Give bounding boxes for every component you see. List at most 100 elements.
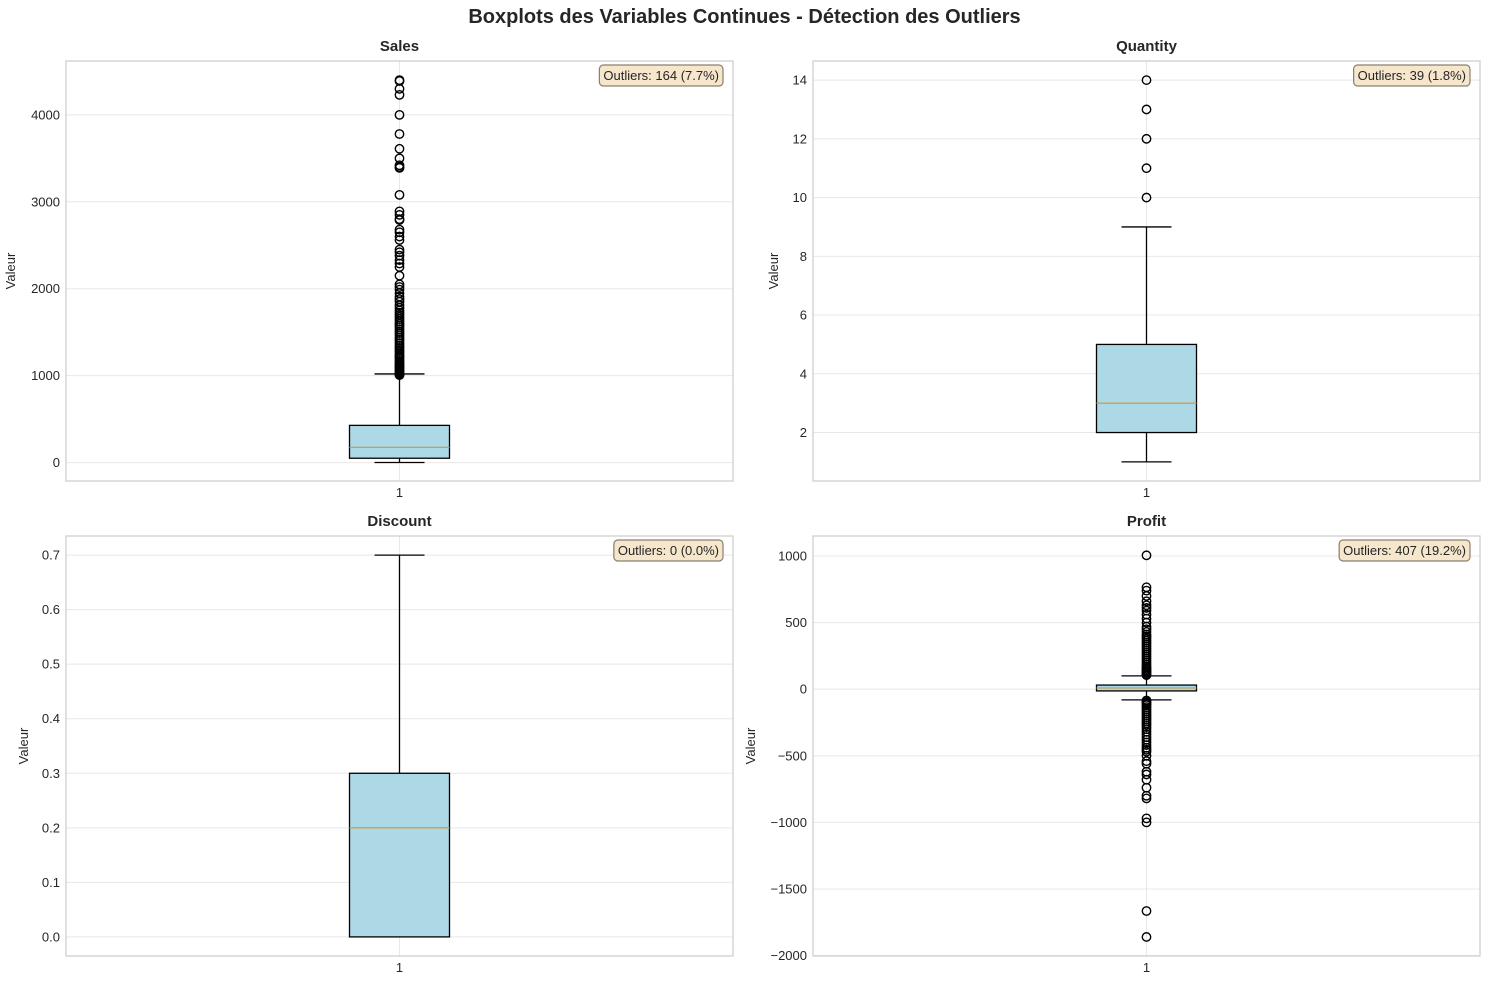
outlier-point [1141,550,1152,561]
y-tick-label: 0 [53,455,60,470]
subplot-title: Profit [1127,513,1166,530]
y-axis-label: Valeur [743,727,758,764]
outlier-point [394,291,405,302]
outlier-point [1141,817,1152,828]
annotation-box [613,539,724,562]
outlier-point [394,227,405,238]
y-tick-label: 1000 [31,368,60,383]
outlier-point [394,160,405,171]
outlier-point [1141,617,1152,628]
outlier-point [1141,756,1152,767]
y-tick-label: 1000 [778,548,807,563]
y-tick-label: 0.6 [42,602,60,617]
outlier-point [394,75,405,86]
y-tick-label: 0.7 [42,548,60,563]
outlier-point [394,129,405,139]
subplot-profit: −2000 −1500 −1000 −500 0 500 1000 1 Profit Valeur… [743,513,1481,975]
y-tick-label: 3000 [31,194,60,209]
outlier-point [1141,596,1152,607]
outlier-point [1141,932,1152,942]
y-tick-label: −1500 [770,881,807,896]
y-tick-label: 0.4 [42,711,60,726]
annotation-box [1338,539,1471,562]
outlier-point [394,143,405,154]
y-tick-label: 14 [793,73,807,88]
y-tick-label: 0.2 [42,820,60,835]
y-axis-label: Valeur [16,727,31,764]
outlier-point [394,189,405,200]
y-tick-label: 0.0 [42,929,60,944]
y-tick-label: 0.5 [42,657,60,672]
x-tick-label: 1 [1143,485,1150,500]
axes-frame [812,60,1481,482]
y-tick-label: 6 [800,308,807,323]
subplot-title: Sales [380,38,419,55]
outlier-point [394,89,405,100]
outlier-annotation: Outliers: 164 (7.7%) [603,68,719,83]
outlier-point [1141,133,1152,144]
outlier-point [1141,790,1152,801]
outlier-point [1141,192,1152,203]
outlier-point [1141,624,1152,635]
outlier-annotation: Outliers: 0 (0.0%) [618,543,719,558]
y-tick-label: 0.1 [42,875,60,890]
outlier-point [394,244,405,255]
y-tick-label: 2000 [31,281,60,296]
annotation-box [598,64,724,87]
subplot-title: Discount [367,513,431,530]
y-tick-label: −500 [778,748,807,763]
outlier-point [394,224,405,235]
box-iqr [348,772,451,938]
outlier-point [394,209,405,220]
outlier-point [394,250,405,261]
subplot-quantity: 2 4 6 8 10 12 14 1 Quantity Valeur Outliers: 39 (1… [766,38,1481,500]
outlier-point [1141,813,1152,824]
outlier-point [1141,600,1152,611]
outlier-point [1141,163,1152,174]
outlier-point [394,109,405,120]
x-tick-label: 1 [1143,960,1150,975]
outlier-annotation: Outliers: 39 (1.8%) [1358,68,1466,83]
outlier-point [1141,906,1152,916]
y-tick-label: 500 [785,615,807,630]
outlier-point [1141,104,1152,115]
outlier-point [1141,585,1152,596]
y-tick-label: −2000 [770,948,807,963]
outlier-point [1141,769,1152,780]
outlier-annotation: Outliers: 407 (19.2%) [1343,543,1466,558]
subplot-discount: 0.0 0.1 0.2 0.3 0.4 0.5 0.6 0.7 1 Discount Valeur O… [16,513,734,975]
axes-frame [65,535,734,957]
subplot-title: Quantity [1116,38,1177,55]
annotation-box [1353,64,1471,87]
y-tick-label: 2 [800,425,807,440]
outlier-point [394,206,405,217]
outlier-point [394,247,405,258]
outlier-point [1141,603,1152,613]
figure-title: Boxplots des Variables Continues - Détec… [468,6,1021,28]
y-tick-label: 0 [800,682,807,697]
y-axis-label: Valeur [766,252,781,289]
outlier-point [1141,670,1152,681]
outlier-point [1141,746,1152,757]
outlier-point [394,282,405,292]
y-tick-label: 10 [793,190,807,205]
x-tick-label: 1 [396,485,403,500]
outlier-point [394,153,405,164]
outlier-point [1141,793,1152,804]
box-iqr [348,424,451,459]
y-tick-label: 8 [800,249,807,264]
y-axis-label: Valeur [3,252,18,289]
y-tick-label: 4 [800,366,807,381]
y-tick-label: 4000 [31,107,60,122]
outlier-point [1141,591,1152,601]
axes-frame [812,535,1481,957]
outlier-point [1141,75,1152,85]
y-tick-label: 0.3 [42,766,60,781]
outlier-point [1141,737,1152,748]
y-tick-label: −1000 [770,815,807,830]
x-tick-label: 1 [396,960,403,975]
y-tick-label: 12 [793,131,807,146]
axes-frame [65,60,734,482]
outlier-point [394,262,405,272]
